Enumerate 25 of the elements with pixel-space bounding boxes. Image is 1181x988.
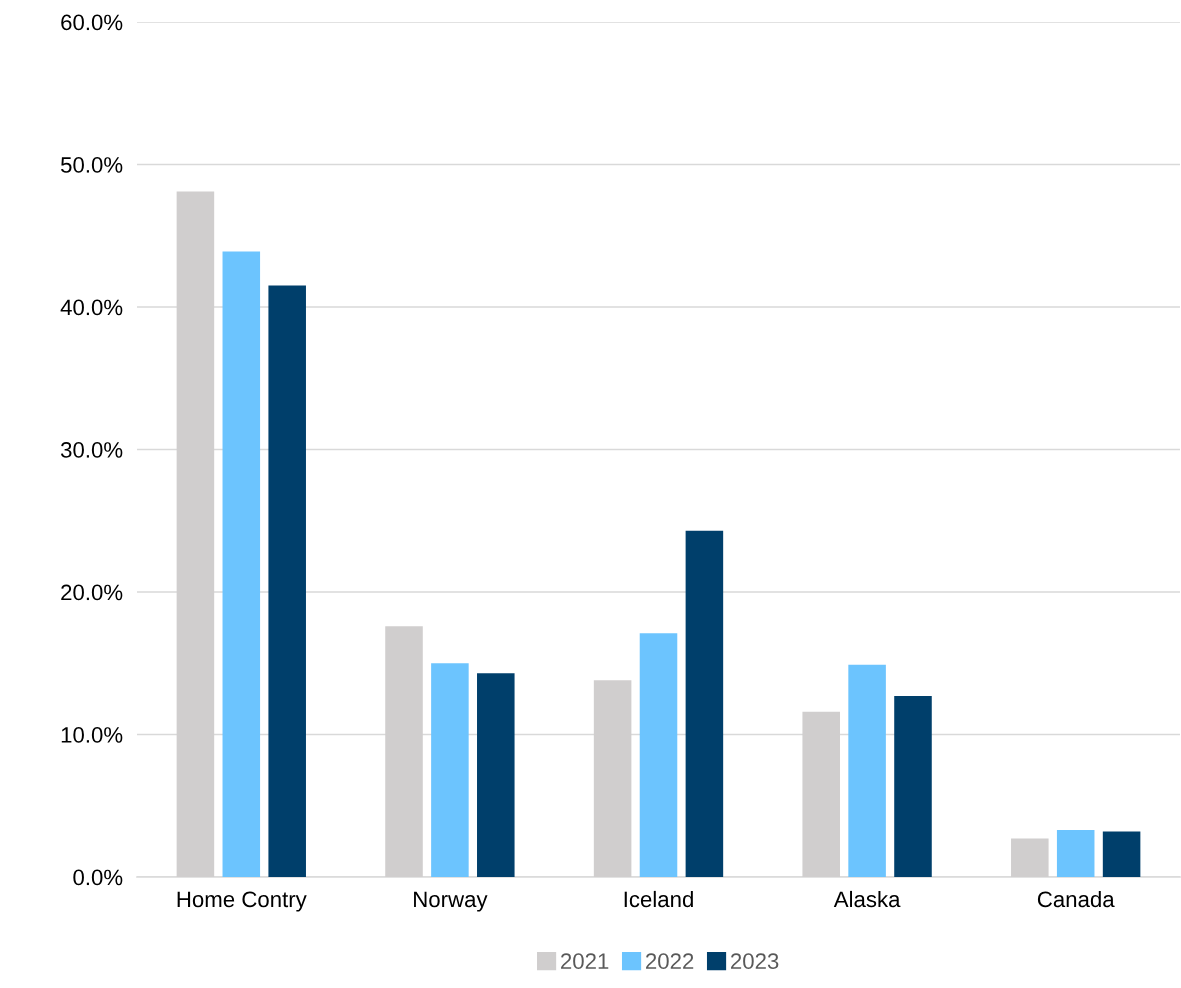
bar: [894, 696, 932, 877]
x-tick-label: Alaska: [833, 890, 901, 908]
bar: [222, 251, 261, 877]
y-tick-label: 0.0%: [73, 869, 123, 886]
legend-label: 2023: [731, 953, 779, 970]
y-tick-label: 10.0%: [61, 727, 123, 743]
bar: [848, 664, 886, 877]
bar: [477, 673, 515, 877]
legend-label: 2022: [646, 953, 694, 970]
legend-label: 2021: [561, 953, 609, 970]
x-tick-label: Home Contry: [177, 891, 307, 912]
y-tick-label: 30.0%: [60, 442, 123, 458]
y-tick-label: 40.0%: [60, 299, 123, 316]
x-tick-label: Norway: [414, 891, 488, 912]
x-tick-label: Iceland: [624, 890, 693, 908]
bar: [639, 633, 678, 877]
bar: [1056, 829, 1095, 877]
y-tick-label: 60.0%: [61, 14, 123, 31]
bar: [685, 530, 724, 877]
bar: [268, 285, 306, 877]
bar: [431, 663, 469, 877]
bar: [1102, 831, 1141, 877]
y-tick-label: 50.0%: [60, 157, 123, 173]
y-tick-label: 20.0%: [61, 584, 123, 601]
x-tick-label: Canada: [1037, 890, 1115, 908]
